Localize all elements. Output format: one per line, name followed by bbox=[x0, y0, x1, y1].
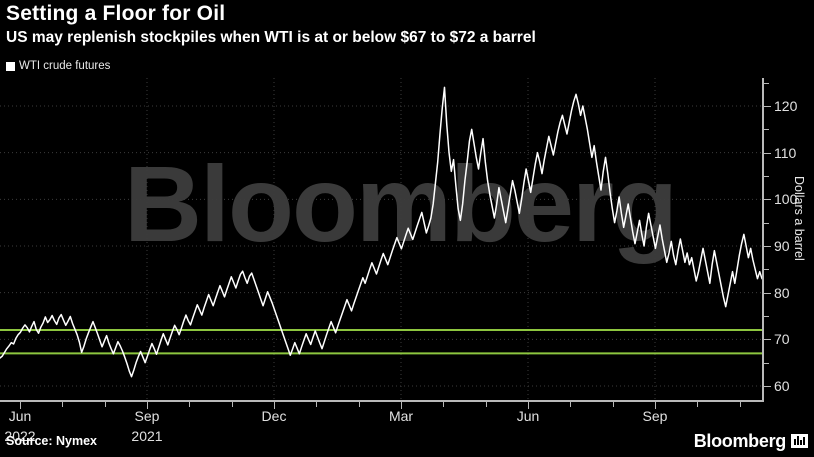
page-title: Setting a Floor for Oil bbox=[6, 2, 226, 25]
x-tick-minor bbox=[62, 402, 64, 407]
x-axis-line bbox=[0, 400, 764, 402]
x-tick bbox=[147, 402, 148, 409]
x-tick-minor bbox=[189, 402, 191, 407]
price-line bbox=[0, 86, 762, 378]
bloomberg-logo-mark-icon bbox=[791, 434, 808, 448]
x-tick-label: Jun bbox=[8, 408, 32, 424]
y-tick bbox=[764, 199, 771, 201]
x-year-label: 2022 bbox=[4, 428, 36, 444]
y-tick-label: 60 bbox=[774, 378, 790, 394]
y-tick-label: 110 bbox=[774, 144, 797, 161]
y-tick-minor bbox=[764, 316, 769, 317]
y-tick-label: 100 bbox=[774, 191, 798, 208]
y-tick-label: 120 bbox=[774, 98, 798, 114]
legend-item-label: WTI crude futures bbox=[19, 60, 111, 72]
y-tick bbox=[764, 152, 771, 154]
y-tick-label: 80 bbox=[774, 284, 790, 301]
x-tick-minor bbox=[612, 402, 614, 407]
x-tick-label: Jun bbox=[516, 408, 540, 424]
x-tick-label: Dec bbox=[261, 408, 287, 424]
x-tick bbox=[655, 402, 656, 409]
y-tick bbox=[764, 339, 771, 341]
y-tick bbox=[764, 386, 771, 387]
y-tick bbox=[764, 292, 771, 294]
x-year-label: 2021 bbox=[131, 428, 163, 444]
x-tick-minor bbox=[443, 402, 445, 407]
x-tick-label: Sep bbox=[134, 408, 160, 424]
x-tick bbox=[528, 402, 529, 409]
y-axis-line bbox=[762, 78, 764, 400]
source-note: Source: Nymex bbox=[6, 434, 98, 448]
page-subtitle: US may replenish stockpiles when WTI is … bbox=[6, 29, 536, 46]
y-tick-minor bbox=[764, 176, 769, 177]
x-tick bbox=[274, 402, 275, 409]
chart-legend: WTI crude futures bbox=[6, 60, 110, 72]
y-tick-minor bbox=[764, 82, 769, 84]
x-tick bbox=[401, 402, 402, 409]
y-tick bbox=[764, 246, 771, 247]
x-tick-minor bbox=[570, 402, 572, 407]
y-tick-minor bbox=[764, 362, 769, 364]
y-tick-minor bbox=[764, 129, 769, 131]
x-tick-label: Mar bbox=[388, 408, 414, 424]
x-tick bbox=[20, 402, 21, 409]
x-tick-minor bbox=[104, 402, 106, 407]
x-tick-label: Sep bbox=[642, 408, 668, 424]
series-canvas bbox=[0, 78, 762, 400]
x-tick-minor bbox=[739, 402, 741, 407]
plot-area bbox=[0, 78, 762, 400]
y-tick-minor bbox=[764, 222, 769, 224]
x-tick-minor bbox=[358, 402, 360, 407]
x-tick-minor bbox=[316, 402, 318, 407]
y-tick-label: 70 bbox=[774, 331, 790, 348]
y-tick-minor bbox=[764, 269, 769, 271]
legend-swatch-icon bbox=[6, 61, 15, 71]
y-axis-title: Dollars a barrel bbox=[792, 176, 806, 261]
y-tick bbox=[764, 106, 771, 107]
x-tick-minor bbox=[231, 402, 233, 407]
bloomberg-logo-text: Bloomberg bbox=[693, 431, 787, 451]
y-tick-label: 90 bbox=[774, 238, 790, 254]
x-tick-minor bbox=[697, 402, 699, 407]
x-tick-minor bbox=[485, 402, 487, 407]
